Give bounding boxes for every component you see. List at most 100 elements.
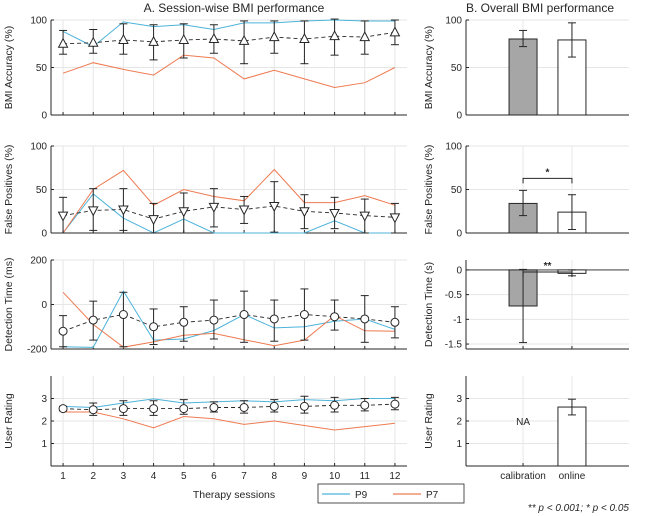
left-x-axis-label: Therapy sessions	[193, 489, 275, 501]
legend: P9 P7	[317, 483, 465, 504]
right-panel-1-y-label: False Positives (%)	[423, 145, 435, 235]
left-panel-2-mean-line	[62, 314, 395, 332]
right-panel-3-na-label: NA	[516, 417, 530, 428]
left-panel-1-mean-marker	[208, 202, 220, 213]
left-panel-3-mean-marker	[149, 404, 159, 414]
right-x-tick-label-online: online	[559, 471, 586, 482]
left-x-tick-label: 8	[271, 471, 277, 482]
right-panel-2-significance-bracket	[522, 271, 573, 277]
left-panel-2-mean-marker	[118, 310, 128, 320]
right-panel-2-y-tick-label: 0	[456, 265, 462, 276]
left-panel-0-mean-marker	[118, 33, 129, 44]
left-panel-0-mean-marker	[359, 31, 371, 42]
right-panel-0-bar-calibration	[508, 38, 538, 116]
left-x-tick-label: 4	[151, 471, 157, 482]
left-chart-title: A. Session-wise BMI performance	[144, 1, 325, 15]
right-panel-1-y-tick-label: 0	[456, 229, 462, 240]
left-panel-0-mean-marker	[238, 34, 250, 45]
left-panel-1-mean-line	[63, 205, 395, 220]
right-panel-1-significance-bracket	[522, 177, 573, 184]
left-panel-3-mean-marker	[118, 404, 128, 414]
right-panel-3-y-label: User Rating	[423, 393, 435, 449]
left-panel-2-mean-marker	[179, 317, 189, 327]
right-panel-2-y-label: Detection Time (s)	[423, 262, 435, 347]
left-panel-2-mean-marker	[269, 314, 279, 324]
left-panel-2-mean-marker	[209, 315, 219, 325]
left-panel-0-y-tick-label: 0	[41, 111, 47, 122]
left-panel-3-mean-line	[63, 403, 395, 411]
left-panel-3-mean-marker	[390, 399, 400, 409]
left-panel-2-mean-marker	[149, 322, 159, 332]
right-panel-3-y-tick-label: 3	[456, 394, 462, 405]
left-panel-1-p9-line	[62, 193, 395, 234]
left-x-tick-label: 2	[90, 471, 96, 482]
right-panel-0-y-tick-label: 50	[451, 63, 463, 74]
left-panel-1-y-tick-label: 50	[36, 185, 48, 196]
left-panel-3-y-tick-label: 2	[41, 417, 47, 428]
left-panel-0-y-tick-label: 50	[36, 63, 48, 74]
right-panel-3-bar-online	[557, 406, 587, 467]
left-panel-2-mean-marker	[330, 312, 340, 322]
left-x-tick-label: 10	[329, 471, 341, 482]
right-panel-2-y-tick-label: -1	[453, 315, 462, 326]
left-panel-0-mean-marker	[268, 31, 280, 42]
left-panel-1-mean-marker	[118, 205, 129, 216]
left-panel-3-mean-marker	[269, 401, 279, 411]
right-panel-3-y-tick-label: 1	[456, 439, 462, 450]
left-panel-2-y-tick-label: 0	[41, 300, 47, 311]
left-panel-0-mean-marker	[329, 30, 340, 41]
left-panel-0-p9-line	[62, 19, 395, 48]
left-panel-1-p7-line	[62, 168, 396, 234]
left-panel-0-mean-marker	[178, 33, 190, 44]
left-x-tick-label: 7	[241, 471, 247, 482]
left-x-tick-label: 11	[360, 471, 371, 482]
right-panel-2-y-tick-label: -0.5	[445, 290, 463, 301]
right-panel-1-significance-mark: *	[546, 167, 550, 178]
left-panel-2-p7-line	[62, 291, 395, 348]
left-x-tick-label: 3	[121, 471, 127, 482]
left-panel-0-mean-marker	[208, 32, 220, 43]
left-panel-2-y-tick-label: 200	[30, 256, 47, 267]
left-panel-0-mean-marker	[389, 26, 401, 37]
left-x-tick-label: 5	[181, 471, 187, 482]
left-panel-1-mean-marker	[238, 205, 250, 216]
left-panel-3-p7-line	[63, 411, 395, 431]
left-panel-2-mean-marker	[360, 314, 370, 324]
right-chart-title: B. Overall BMI performance	[466, 1, 614, 15]
left-panel-3-y-tick-label: 1	[41, 439, 47, 450]
right-panel-0-y-tick-label: 0	[456, 111, 462, 122]
left-panel-3-mean-marker	[88, 405, 98, 415]
left-x-tick-label: 12	[389, 471, 401, 482]
left-panel-0-mean-marker	[57, 37, 69, 48]
left-panel-1-mean-marker	[389, 213, 401, 224]
left-panel-2-mean-marker	[390, 317, 400, 327]
left-panel-3-mean-marker	[360, 400, 370, 410]
left-panel-0-mean-marker	[148, 35, 159, 46]
left-panel-3-mean-marker	[299, 401, 309, 411]
left-panel-0-mean-marker	[299, 32, 310, 43]
left-panel-0-p7-line	[62, 54, 396, 89]
left-panel-1-y-tick-label: 0	[41, 229, 47, 240]
left-panel-1-mean-marker	[87, 206, 99, 217]
left-panel-1-mean-marker	[359, 211, 371, 222]
left-panel-3-y-label: User Rating	[3, 393, 15, 449]
left-panel-3-y-tick-label: 3	[41, 394, 47, 405]
left-panel-3-mean-marker	[330, 400, 340, 410]
right-panel-0-y-tick-label: 100	[445, 16, 462, 27]
left-panel-1-y-tick-label: 100	[30, 142, 47, 153]
left-panel-2-p9-line	[63, 290, 396, 348]
right-panel-3-y-tick-label: 2	[456, 417, 462, 428]
right-panel-2-significance-mark: **	[544, 261, 552, 272]
left-x-tick-label: 9	[302, 471, 308, 482]
right-x-tick-label-calibration: calibration	[500, 471, 546, 482]
right-panel-1-y-tick-label: 100	[445, 142, 462, 153]
legend-p9-label: P9	[355, 490, 368, 501]
left-panel-1-mean-marker	[268, 202, 280, 213]
left-x-tick-label: 6	[211, 471, 217, 482]
left-x-tick-label: 1	[60, 471, 66, 482]
left-panel-3-mean-marker	[179, 404, 189, 414]
left-panel-1-mean-marker	[148, 215, 159, 226]
left-panel-0-y-tick-label: 100	[30, 16, 47, 27]
left-panel-2-mean-marker	[88, 315, 98, 325]
left-panel-3-mean-marker	[58, 404, 68, 414]
